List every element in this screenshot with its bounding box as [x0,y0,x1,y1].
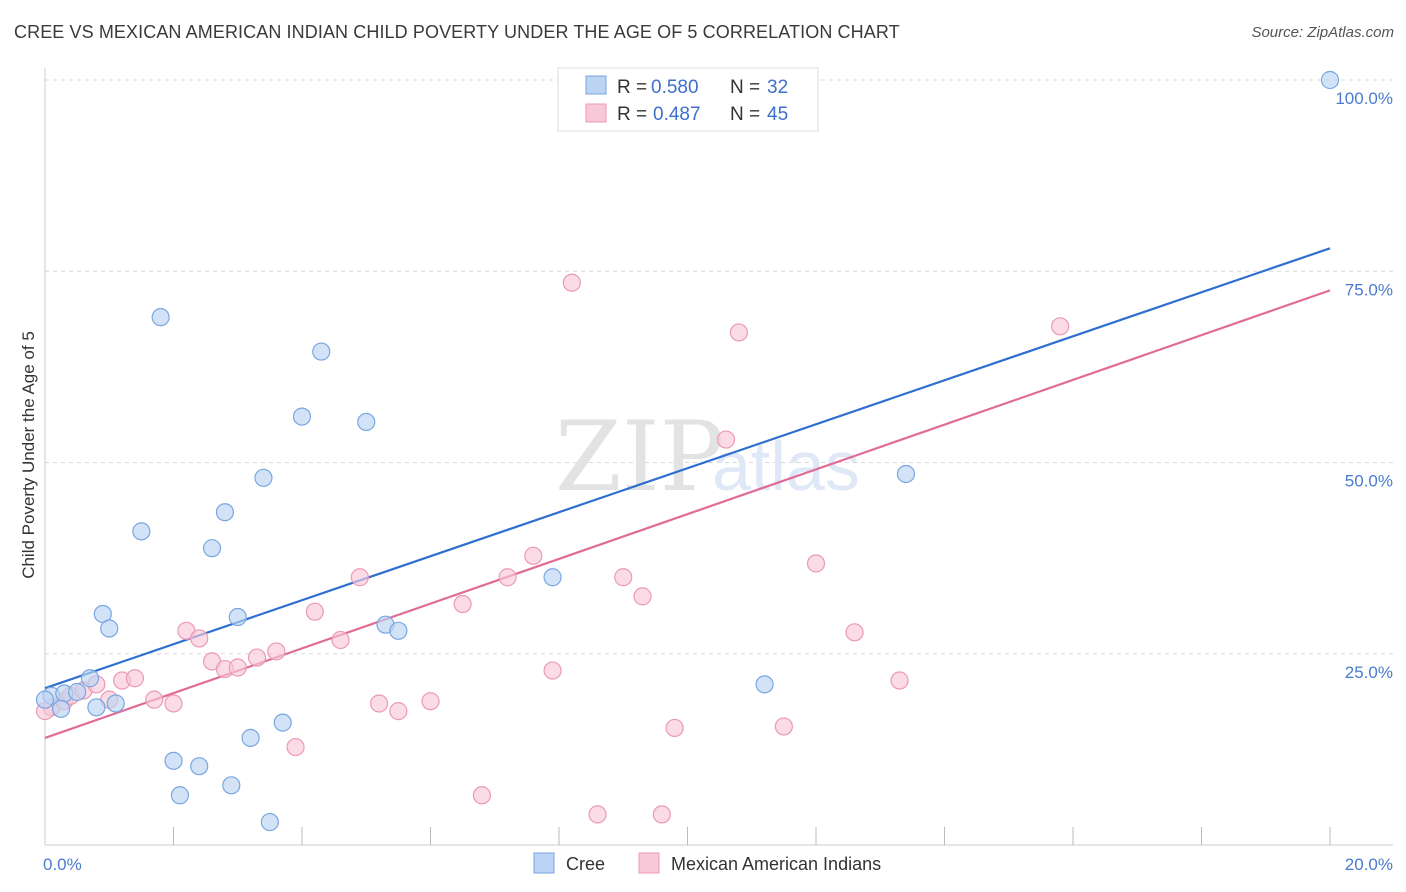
cree-point [543,568,562,587]
cree-point [151,308,170,327]
cree-point [241,728,260,748]
legend-n-value-cree: 32 [767,77,788,98]
cree-point [357,412,376,432]
mexican-point [145,690,164,709]
mexican-point [665,718,684,738]
legend-r-value-mexican: 0.487 [653,104,701,125]
x-tick-label: 20.0% [1345,855,1393,874]
mexican-point [247,648,267,667]
cree-point [202,539,222,558]
watermark-atlas: atlas [712,427,860,505]
mexican-point [286,737,305,757]
mexican-point [453,594,472,614]
cree-point [190,757,209,776]
y-axis-label: Child Poverty Under the Age of 5 [19,331,38,579]
y-tick-label: 100.0% [1335,89,1393,108]
legend-r-value-cree: 0.580 [651,77,699,98]
legend-r-label-cree: R = [617,77,647,98]
cree-point [228,607,247,627]
cree-trend-line [44,247,1331,690]
cree-point [273,713,292,732]
mexican-point [498,568,517,587]
cree-point [260,812,279,832]
x-tick-label: 0.0% [43,855,82,874]
cree-point [170,786,190,805]
series-legend-swatch-mexican [638,852,660,874]
legend-n-value-mexican: 45 [767,104,788,125]
cree-point [51,699,71,718]
mexican-point [845,623,864,642]
mexican-point [305,602,324,621]
y-tick-label: 75.0% [1345,280,1393,299]
chart-title: CREE VS MEXICAN AMERICAN INDIAN CHILD PO… [14,22,900,42]
cree-point [164,751,183,770]
mexican-point [370,694,389,713]
mexican-point [125,669,145,688]
cree-point [132,522,151,541]
watermark-zip: ZIP [555,401,724,513]
cree-point [35,690,55,709]
cree-point [312,342,331,361]
cree-point [254,468,273,487]
legend-swatch-cree [585,75,607,95]
mexican-point [774,717,793,736]
watermark: ZIP atlas [555,401,860,513]
cree-point [87,698,106,717]
series-legend-swatch-cree [533,852,555,874]
mexican-point [190,629,209,648]
mexican-point [228,658,247,677]
y-tick-label: 25.0% [1345,663,1393,682]
cree-point [68,682,87,702]
legend-n-label-cree: N = [730,77,760,98]
stats-legend: R = 0.580 N = 32 R = 0.487 N = 45 [557,67,819,132]
mexican-point [588,805,607,824]
mexican-point [890,671,909,690]
mexican-point [1051,317,1070,336]
series-legend: Cree Mexican American Indians [533,852,881,874]
mexican-point [543,661,562,680]
cree-point [106,694,125,713]
mexican-point [267,642,286,661]
mexican-point [716,430,736,449]
cree-point [100,619,119,638]
mexican-point [472,786,491,805]
mexican-point [421,692,440,711]
cree-point [80,669,100,688]
cree-point [1320,70,1340,90]
mexican-point [164,694,183,713]
mexican-point [806,554,826,573]
series-legend-label-mexican: Mexican American Indians [671,854,881,874]
series-legend-label-cree: Cree [566,854,605,874]
mexican-point [633,587,652,606]
cree-point [389,621,408,640]
cree-point [215,503,234,522]
grid-layer [45,79,1393,655]
mexican-point [389,702,408,721]
legend-r-label-mexican: R = [617,104,647,125]
cree-point [292,407,312,426]
mexican-point [614,568,633,587]
source-credit: Source: ZipAtlas.com [1251,24,1394,41]
legend-n-label-mexican: N = [730,104,760,125]
mexican-point [331,630,350,650]
cree-point [222,776,241,795]
point-layer [35,70,1340,832]
mexican-point [562,273,581,292]
cree-point [896,464,916,484]
mexican-point [524,546,543,565]
legend-swatch-mexican [585,103,607,123]
y-tick-label: 50.0% [1345,472,1393,491]
mexican-point [350,568,369,587]
mexican-point [652,805,671,824]
mexican-point [729,323,749,342]
cree-point [755,675,774,694]
